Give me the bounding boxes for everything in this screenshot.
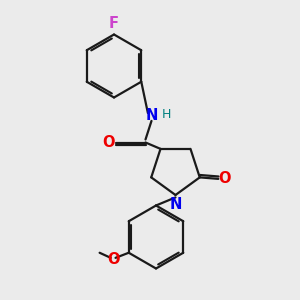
Text: H: H: [162, 107, 171, 121]
Text: O: O: [107, 252, 119, 267]
Text: N: N: [145, 108, 158, 123]
Text: O: O: [103, 135, 115, 150]
Text: N: N: [169, 197, 182, 212]
Text: O: O: [218, 171, 231, 186]
Text: F: F: [109, 16, 119, 31]
